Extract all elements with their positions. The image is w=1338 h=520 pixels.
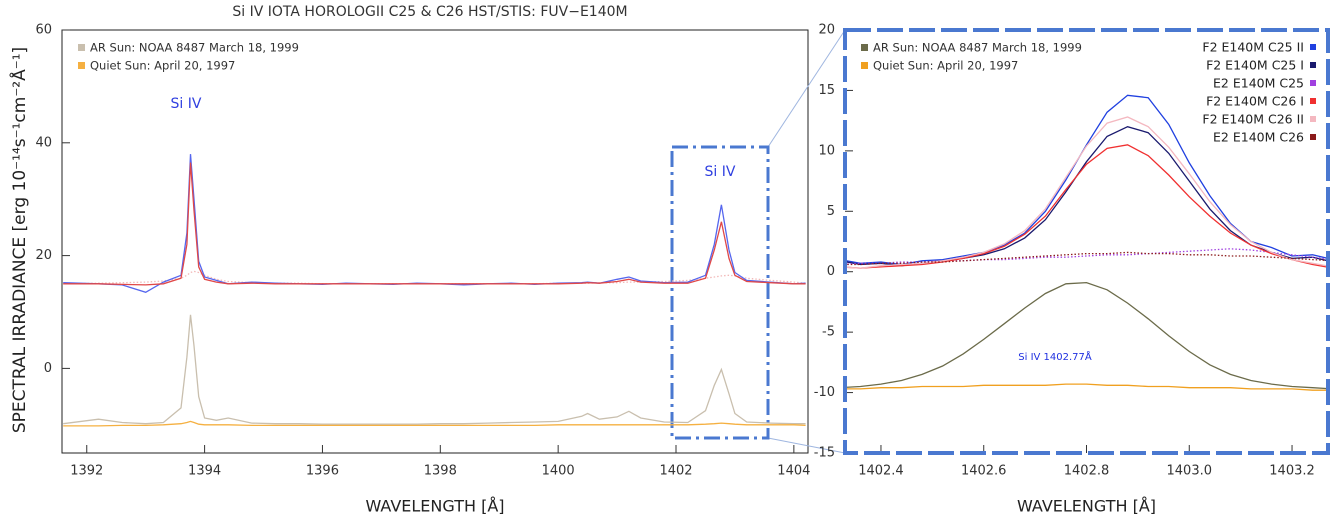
annotation: Si IV — [171, 96, 202, 112]
legend-swatch — [861, 44, 868, 51]
legend-label: E2 E140M C26 — [1213, 130, 1304, 145]
chart-title: Si IV IOTA HOROLOGII C25 & C26 HST/STIS:… — [232, 4, 627, 20]
legend-swatch — [1310, 116, 1316, 122]
legend-swatch — [1310, 44, 1316, 50]
x-tick-label: 1402.8 — [1064, 464, 1110, 479]
y-tick-label: -15 — [814, 446, 835, 461]
y-tick-label: -10 — [814, 385, 835, 400]
zoom-connector — [767, 437, 846, 454]
plot-lines — [63, 154, 806, 427]
x-tick-label: 1392 — [70, 464, 103, 479]
legend-swatch — [78, 44, 85, 51]
y-tick-label: 40 — [35, 135, 52, 150]
y-tick-label: 0 — [44, 361, 52, 376]
legend-swatch — [1310, 98, 1316, 104]
legend-label: F2 E140M C26 I — [1206, 94, 1304, 109]
series-line — [63, 154, 806, 294]
x-axis-label: WAVELENGTH [Å] — [365, 497, 504, 516]
legend-label: AR Sun: NOAA 8487 March 18, 1999 — [90, 41, 299, 55]
series-line — [63, 420, 806, 427]
legend-label: F2 E140M C26 II — [1202, 112, 1304, 127]
annotation: Si IV — [705, 164, 736, 180]
x-tick-label: 1394 — [188, 464, 221, 479]
plot-frame — [61, 29, 809, 454]
x-tick-label: 1404 — [777, 464, 810, 479]
y-axis-label: SPECTRAL IRRADIANCE [erg 10⁻¹⁴s⁻¹cm⁻²Å⁻¹… — [8, 47, 30, 433]
legend-swatch — [1310, 134, 1316, 140]
series-line — [845, 251, 1328, 266]
x-tick-label: 1398 — [424, 464, 457, 479]
x-tick-label: 1402.6 — [961, 464, 1007, 479]
series-line — [845, 281, 1328, 390]
legend-swatch — [861, 62, 868, 69]
y-tick-label: -5 — [822, 325, 835, 340]
x-tick-label: 1400 — [542, 464, 575, 479]
x-tick-label: 1402 — [659, 464, 692, 479]
x-tick-label: 1402.4 — [858, 464, 904, 479]
annotation: Si IV 1402.77Å — [1018, 350, 1092, 363]
legend-swatch — [78, 62, 85, 69]
series-line — [63, 162, 806, 286]
series-line — [845, 144, 1328, 269]
zoom-box — [670, 145, 770, 440]
legend-label: F2 E140M C25 II — [1202, 40, 1304, 55]
series-line — [845, 94, 1328, 266]
y-tick-label: 5 — [827, 204, 835, 219]
legend-label: Quiet Sun: April 20, 1997 — [90, 59, 235, 73]
x-tick-label: 1396 — [306, 464, 339, 479]
legend-label: Quiet Sun: April 20, 1997 — [873, 59, 1018, 73]
y-tick-label: 10 — [818, 143, 835, 158]
zoom-connector — [767, 29, 846, 148]
y-tick-label: 20 — [35, 248, 52, 263]
x-tick-label: 1403.2 — [1269, 464, 1315, 479]
series-line — [845, 116, 1328, 269]
y-tick-label: 20 — [818, 23, 835, 38]
legend-label: E2 E140M C25 — [1213, 76, 1304, 91]
series-line — [845, 383, 1328, 391]
x-tick-label: 1403.0 — [1167, 464, 1213, 479]
legend-swatch — [1310, 80, 1316, 86]
y-tick-label: 60 — [35, 23, 52, 38]
series-line — [845, 248, 1328, 265]
y-tick-label: 15 — [818, 83, 835, 98]
y-tick-label: 0 — [827, 264, 835, 279]
legend-swatch — [1310, 62, 1316, 68]
zoom-panel-frame — [843, 28, 1330, 455]
legend-label: F2 E140M C25 I — [1206, 58, 1304, 73]
x-axis-label: WAVELENGTH [Å] — [1017, 497, 1156, 516]
legend-label: AR Sun: NOAA 8487 March 18, 1999 — [873, 41, 1082, 55]
series-line — [63, 314, 806, 425]
plot-lines — [845, 94, 1328, 391]
